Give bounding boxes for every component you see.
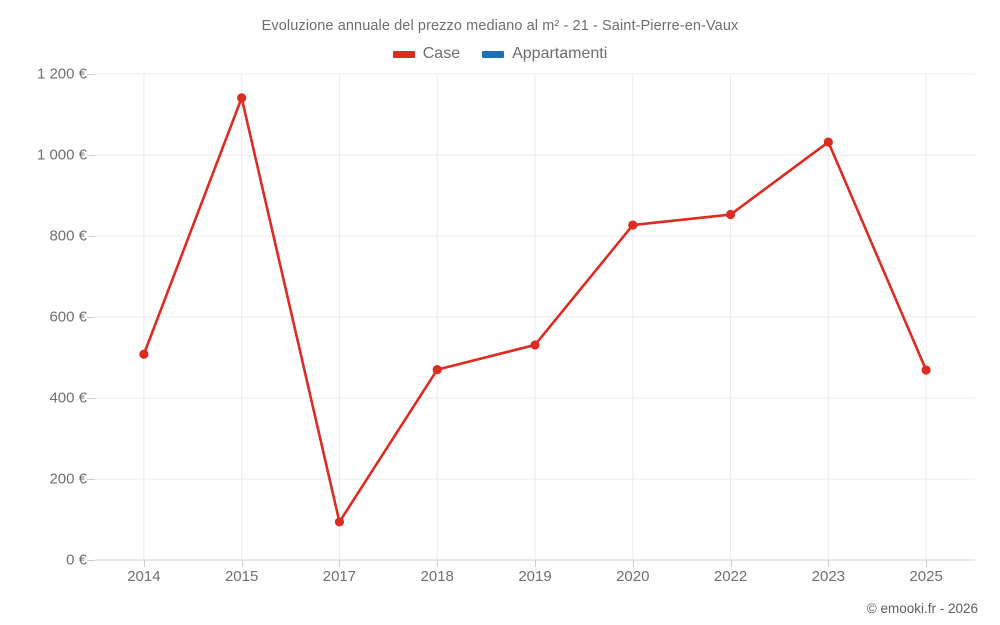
x-axis-tick bbox=[632, 560, 634, 567]
line-chart-svg bbox=[95, 73, 975, 561]
y-axis-tick bbox=[87, 317, 95, 318]
y-axis-tick bbox=[87, 560, 95, 561]
data-point-case[interactable] bbox=[921, 365, 931, 375]
chart-title: Evoluzione annuale del prezzo mediano al… bbox=[261, 18, 739, 34]
x-axis-tick bbox=[535, 560, 536, 567]
x-axis-label: 2019 bbox=[518, 568, 552, 585]
legend-item-appartamenti[interactable]: Appartamenti bbox=[482, 45, 607, 63]
x-axis-tick bbox=[143, 560, 145, 567]
legend-item-case[interactable]: Case bbox=[392, 45, 461, 63]
x-axis-tick bbox=[926, 560, 928, 567]
y-axis-label: 1 200 € bbox=[36, 65, 87, 83]
y-axis-tick bbox=[87, 74, 95, 75]
legend-label: Appartamenti bbox=[512, 45, 608, 62]
data-point-case[interactable] bbox=[628, 220, 638, 230]
footer-credit: © emooki.fr - 2026 bbox=[866, 601, 978, 616]
x-axis-label: 2015 bbox=[224, 568, 259, 585]
y-axis-label: 1 000 € bbox=[36, 146, 87, 164]
x-axis-label: 2017 bbox=[322, 568, 357, 585]
y-axis-label: 400 € bbox=[49, 389, 87, 407]
y-axis-label: 800 € bbox=[49, 227, 87, 245]
x-axis-label: 2014 bbox=[127, 568, 161, 585]
y-axis-tick bbox=[87, 398, 95, 399]
y-axis-tick bbox=[87, 236, 95, 237]
y-axis-label: 600 € bbox=[49, 308, 87, 326]
y-axis-tick bbox=[87, 479, 95, 480]
x-axis-label: 2023 bbox=[811, 568, 846, 585]
chart-legend: Case Appartamenti bbox=[0, 45, 1000, 63]
legend-swatch-icon bbox=[392, 50, 415, 58]
data-point-case[interactable] bbox=[823, 137, 833, 147]
data-point-case[interactable] bbox=[334, 517, 345, 527]
x-axis-tick bbox=[828, 560, 830, 567]
data-point-case[interactable] bbox=[530, 340, 540, 350]
x-axis-tick bbox=[339, 560, 341, 567]
legend-label: Case bbox=[422, 45, 461, 62]
y-axis-tick bbox=[87, 155, 95, 156]
data-point-case[interactable] bbox=[237, 93, 247, 103]
data-point-case[interactable] bbox=[432, 365, 442, 375]
x-axis-label: 2018 bbox=[420, 568, 454, 585]
data-point-case[interactable] bbox=[139, 349, 149, 359]
x-axis-tick bbox=[437, 560, 439, 567]
x-axis-tick bbox=[241, 560, 243, 567]
x-axis-tick bbox=[730, 560, 732, 567]
legend-swatch-icon bbox=[482, 50, 505, 58]
y-axis-label: 0 € bbox=[66, 551, 87, 569]
x-axis-label: 2025 bbox=[909, 568, 943, 585]
x-axis-label: 2022 bbox=[713, 568, 748, 585]
data-point-case[interactable] bbox=[725, 209, 736, 220]
plot-area bbox=[95, 73, 975, 561]
y-axis-label: 200 € bbox=[49, 470, 87, 488]
x-axis-label: 2020 bbox=[616, 568, 650, 585]
